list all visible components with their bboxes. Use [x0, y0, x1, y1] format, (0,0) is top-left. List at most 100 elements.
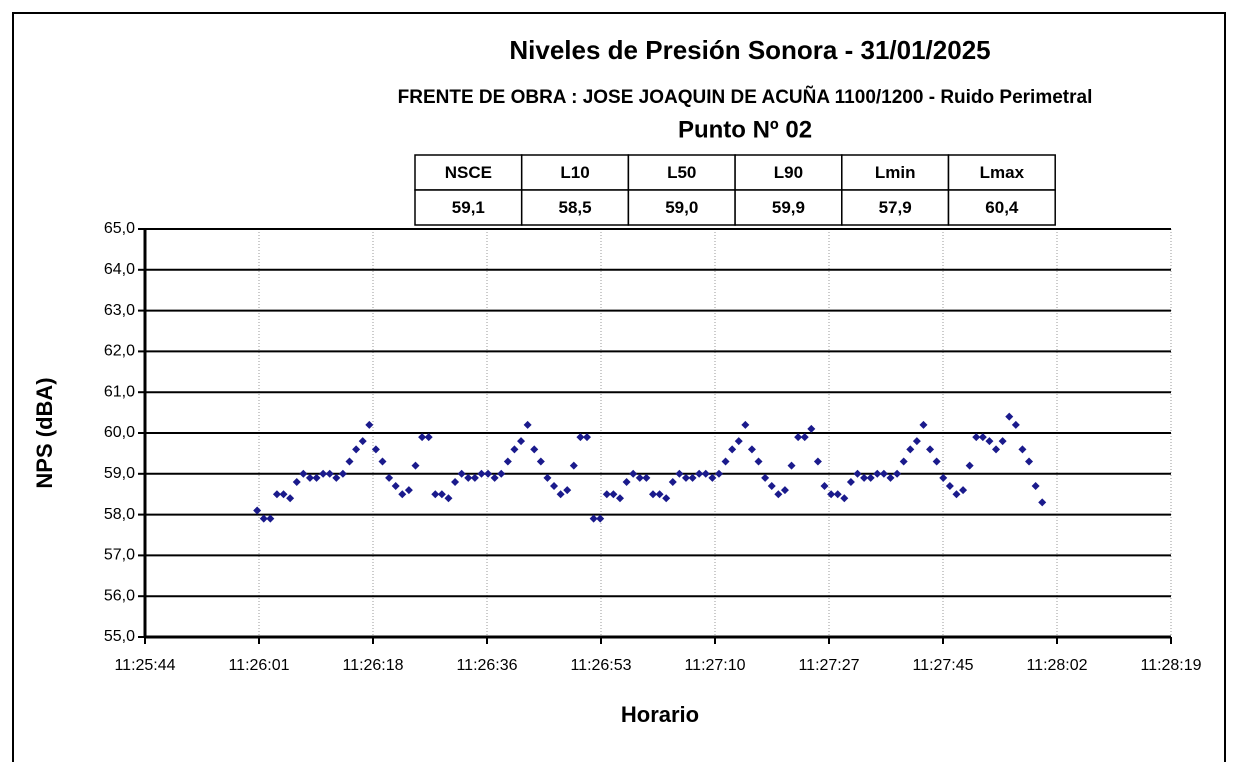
table-header: Lmin — [875, 163, 916, 182]
data-point — [794, 433, 803, 442]
data-point — [747, 445, 756, 454]
x-tick-label: 11:26:18 — [342, 657, 403, 674]
data-point — [609, 490, 618, 499]
y-tick-label: 57,0 — [104, 547, 135, 564]
data-point — [688, 473, 697, 482]
data-point — [503, 457, 512, 466]
table-value: 59,0 — [665, 198, 698, 217]
data-point — [635, 473, 644, 482]
data-point — [385, 473, 394, 482]
data-point — [978, 433, 987, 442]
data-point — [305, 473, 314, 482]
table-header: L10 — [560, 163, 589, 182]
data-point — [272, 490, 281, 499]
data-point — [919, 420, 928, 429]
y-tick-label: 65,0 — [104, 220, 135, 237]
data-point — [437, 490, 446, 499]
table-cell — [734, 189, 843, 226]
data-point — [1038, 498, 1047, 507]
data-point — [424, 433, 433, 442]
y-axis-label: NPS (dBA) — [32, 377, 57, 488]
data-point — [325, 469, 334, 478]
data-point — [536, 457, 545, 466]
data-point — [418, 433, 427, 442]
y-tick-label: 58,0 — [104, 506, 135, 523]
y-tick-label: 56,0 — [104, 587, 135, 604]
table-header: Lmax — [980, 163, 1025, 182]
data-point — [312, 473, 321, 482]
data-point — [523, 420, 532, 429]
data-point — [332, 473, 341, 482]
data-point — [589, 514, 598, 523]
data-point — [952, 490, 961, 499]
data-point — [1018, 445, 1027, 454]
data-point — [846, 477, 855, 486]
data-point — [820, 482, 829, 491]
data-point — [853, 469, 862, 478]
data-point — [576, 433, 585, 442]
data-point — [714, 469, 723, 478]
point-label: Punto Nº 02 — [678, 116, 812, 143]
table-header: NSCE — [445, 163, 492, 182]
data-point — [338, 469, 347, 478]
data-point — [510, 445, 519, 454]
data-point — [470, 473, 479, 482]
data-point — [721, 457, 730, 466]
x-tick-label: 11:26:01 — [228, 657, 289, 674]
data-point — [840, 494, 849, 503]
table-value: 60,4 — [985, 198, 1019, 217]
data-point — [569, 461, 578, 470]
data-point — [563, 486, 572, 495]
data-point — [1005, 412, 1014, 421]
data-point — [398, 490, 407, 499]
data-point — [484, 469, 493, 478]
x-tick-label: 11:28:02 — [1026, 657, 1087, 674]
data-point — [695, 469, 704, 478]
data-point — [965, 461, 974, 470]
data-point — [556, 490, 565, 499]
chart-title: Niveles de Presión Sonora - 31/01/2025 — [509, 35, 990, 65]
data-point — [800, 433, 809, 442]
data-point — [629, 469, 638, 478]
data-point — [490, 473, 499, 482]
x-tick-label: 11:26:53 — [570, 657, 631, 674]
table-cell — [841, 189, 950, 226]
y-tick-label: 63,0 — [104, 302, 135, 319]
data-point — [932, 457, 941, 466]
data-point — [675, 469, 684, 478]
data-point — [741, 420, 750, 429]
table-cell — [947, 189, 1056, 226]
data-point — [866, 473, 875, 482]
table-value: 59,9 — [772, 198, 805, 217]
table-header: L50 — [667, 163, 696, 182]
x-tick-label: 11:28:19 — [1140, 657, 1201, 674]
data-point — [1011, 420, 1020, 429]
data-point — [279, 490, 288, 499]
data-point — [734, 437, 743, 446]
data-point — [886, 473, 895, 482]
x-tick-label: 11:26:36 — [456, 657, 517, 674]
data-point — [365, 420, 374, 429]
data-point — [754, 457, 763, 466]
data-point — [939, 473, 948, 482]
y-tick-label: 59,0 — [104, 465, 135, 482]
data-point — [906, 445, 915, 454]
data-point — [550, 482, 559, 491]
data-point — [860, 473, 869, 482]
table-value: 57,9 — [879, 198, 912, 217]
data-point — [358, 437, 367, 446]
data-point — [985, 437, 994, 446]
y-tick-label: 55,0 — [104, 628, 135, 645]
data-point — [543, 473, 552, 482]
data-point — [444, 494, 453, 503]
data-point — [431, 490, 440, 499]
table-cell — [947, 154, 1056, 191]
data-point — [292, 477, 301, 486]
data-point — [780, 486, 789, 495]
data-point — [959, 486, 968, 495]
data-point — [616, 494, 624, 503]
chart-subtitle: FRENTE DE OBRA : JOSE JOAQUIN DE ACUÑA 1… — [398, 86, 1093, 108]
data-point — [352, 445, 361, 454]
data-point — [319, 469, 328, 478]
data-point — [827, 490, 836, 499]
